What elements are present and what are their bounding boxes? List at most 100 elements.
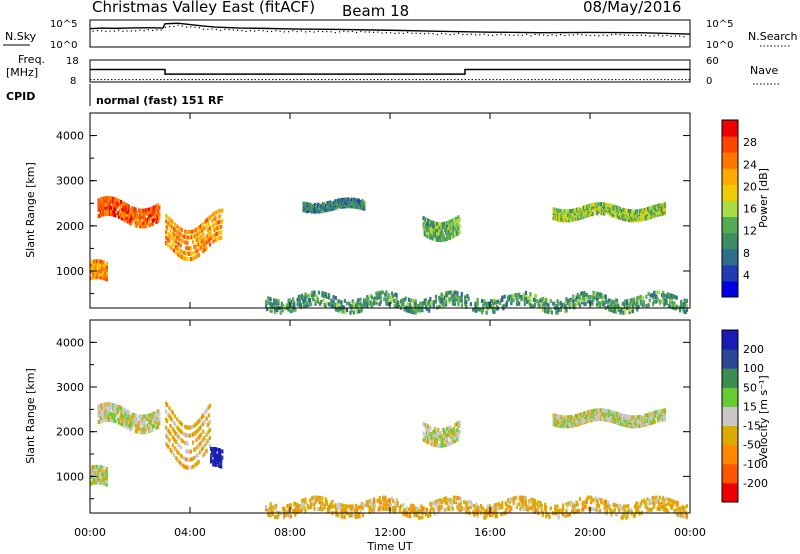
velocity-cell [179,429,182,434]
velocity-cell [620,418,623,423]
power-cell [618,215,622,220]
power-cell [198,225,201,230]
power-cell [333,304,336,309]
power-cell [398,301,402,306]
power-cell [206,228,209,233]
power-cell [105,196,108,201]
power-cell [673,301,676,306]
power-cell [309,205,312,210]
velocity-cell [208,435,212,440]
velocity-cell [335,503,339,508]
velocity-cell [129,420,132,425]
velocity-cell [538,502,541,507]
power-cell [400,299,403,304]
velocity-cell [192,440,195,445]
velocity-colorbar-swatch [722,425,738,446]
power-colorbar-swatch [722,200,738,218]
power-cell [367,301,370,306]
nsearch-point [496,34,498,36]
velocity-cell [532,505,535,510]
power-cell [141,221,144,226]
nsearch-point [343,30,345,32]
velocity-cell [306,505,309,510]
velocity-cell [356,512,359,517]
power-cell [104,202,107,207]
nsearch-point [640,34,642,36]
power-cell [274,300,277,305]
power-cell [103,263,106,268]
power-cell [210,225,213,230]
power-cell [141,224,144,229]
velocity-cell [190,433,194,438]
nsearch-point [92,30,94,32]
power-cell [575,207,578,212]
velocity-cell [440,499,443,504]
velocity-cell [545,505,548,510]
power-cell [90,276,93,281]
velocity-cell [194,422,197,427]
power-cell [674,295,677,300]
velocity-cell [626,414,629,419]
power-cell [197,242,200,247]
power-cell [595,295,598,300]
power-cell [448,235,451,240]
nsearch-point [305,31,307,33]
velocity-cell [654,410,658,415]
velocity-cell [125,418,128,423]
power-cell [424,298,427,303]
power-cell [681,302,684,307]
power-cell [286,303,289,308]
power-cell [434,224,438,229]
power-cell [496,299,499,304]
velocity-cell [180,430,183,435]
nsearch-point [173,25,175,28]
velocity-cell [102,418,105,423]
velocity-cell [194,430,197,435]
velocity-cell [530,497,533,502]
power-cell [187,230,190,235]
velocity-cell [619,504,622,509]
velocity-cell [394,508,397,513]
velocity-cell [458,496,461,501]
power-cell [214,232,217,237]
power-cell [206,217,209,222]
power-cell [350,308,353,313]
power-cell [433,224,436,229]
velocity-cell [109,411,113,416]
velocity-cell [656,497,659,502]
power-cell [532,304,535,309]
power-cell [321,202,324,207]
velocity-cell [149,416,152,421]
velocity-cell [434,430,438,435]
velocity-cell [286,512,289,517]
power-cell [151,218,154,223]
power-cell [639,208,642,213]
velocity-cell [316,506,319,511]
power-cell [476,297,479,302]
power-cell [337,203,340,208]
power-cell [112,206,115,211]
power-cell [562,209,565,214]
power-cell [167,232,170,237]
power-cell [661,204,664,209]
power-cell [572,208,575,213]
velocity-cell [340,503,343,508]
power-cell [682,309,685,314]
velocity-cell [438,505,441,510]
power-cell [454,290,457,295]
power-cell [311,204,314,209]
power-cell [542,301,546,306]
power-cell [107,196,110,201]
range-tick-label: 4000 [56,336,84,349]
velocity-cell [658,502,661,507]
power-cell [446,224,449,229]
nsearch-point [275,30,277,32]
power-cell [680,302,683,307]
velocity-cell [94,464,97,469]
power-cell [176,246,179,251]
power-cell [142,221,145,226]
power-cell [129,214,132,219]
velocity-cell [138,420,141,425]
velocity-cell [97,474,101,479]
velocity-cell [167,428,170,433]
